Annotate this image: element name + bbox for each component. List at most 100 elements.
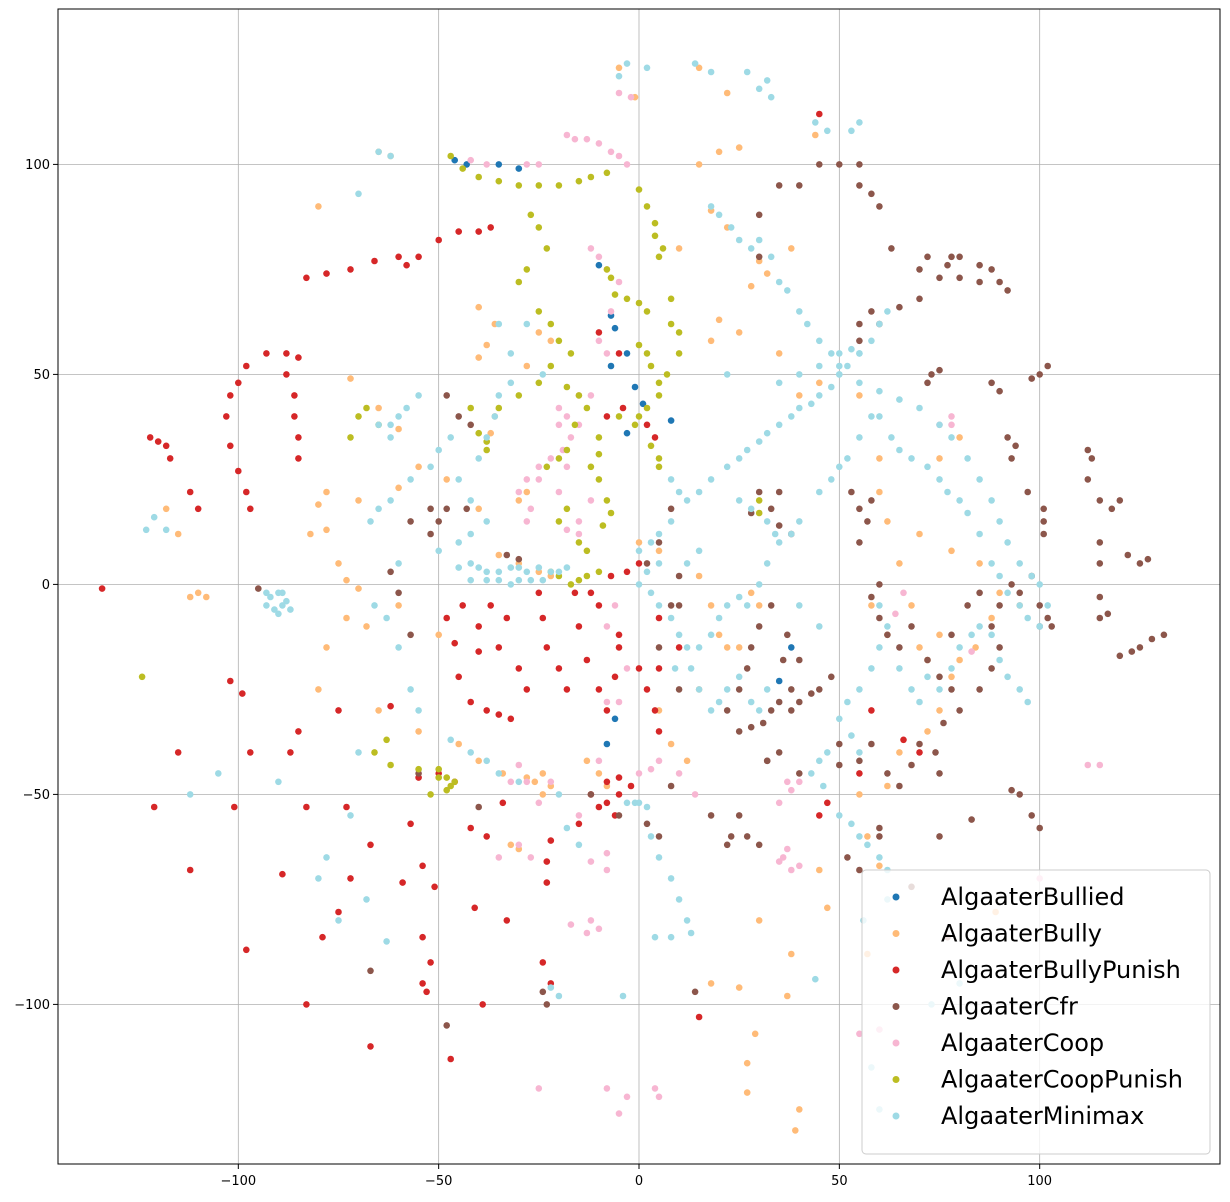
data-point	[775, 698, 783, 706]
data-point	[527, 854, 535, 861]
data-point	[856, 505, 863, 513]
data-point	[735, 728, 743, 735]
data-point	[836, 812, 843, 819]
data-point	[575, 530, 583, 538]
data-point	[463, 161, 471, 168]
data-point	[856, 350, 863, 357]
data-point	[908, 455, 915, 462]
data-point	[788, 786, 795, 794]
data-point	[547, 778, 555, 786]
data-point	[475, 455, 483, 462]
x-tick-label: 50	[831, 1174, 848, 1189]
data-point	[595, 261, 603, 269]
data-point	[763, 757, 771, 765]
data-point	[888, 245, 895, 252]
data-point	[707, 707, 715, 714]
data-point	[335, 707, 342, 714]
data-point	[535, 476, 543, 483]
data-point	[675, 350, 683, 357]
data-point	[507, 841, 515, 849]
data-point	[243, 362, 250, 370]
data-point	[896, 782, 903, 790]
data-point	[775, 522, 783, 529]
data-point	[315, 686, 322, 693]
data-point	[343, 614, 350, 622]
data-point	[755, 497, 763, 504]
data-point	[1144, 555, 1152, 563]
data-point	[595, 140, 603, 147]
data-point	[876, 488, 883, 496]
data-point	[667, 518, 675, 525]
data-point	[763, 518, 771, 525]
data-point	[856, 392, 863, 399]
data-point	[788, 644, 795, 651]
legend-marker	[892, 1112, 900, 1120]
data-point	[491, 413, 499, 420]
data-point	[643, 308, 651, 315]
data-point	[315, 203, 322, 210]
data-point	[1160, 631, 1168, 639]
data-point	[447, 1055, 455, 1063]
data-point	[154, 438, 162, 445]
data-point	[343, 803, 350, 811]
data-point	[848, 127, 855, 135]
data-point	[563, 505, 571, 513]
data-point	[487, 602, 495, 609]
data-point	[575, 392, 583, 399]
data-point	[367, 841, 374, 849]
data-point	[427, 959, 434, 966]
data-point	[635, 413, 643, 420]
data-point	[447, 736, 455, 744]
data-point	[675, 329, 683, 336]
data-point	[856, 791, 863, 798]
data-point	[375, 707, 382, 714]
data-point	[856, 866, 863, 874]
data-point	[876, 581, 883, 588]
data-point	[856, 434, 863, 441]
data-point	[395, 413, 402, 420]
data-point	[755, 438, 763, 445]
data-point	[583, 572, 591, 580]
data-point	[667, 476, 675, 483]
data-point	[812, 975, 819, 983]
data-point	[427, 791, 434, 798]
data-point	[479, 1001, 487, 1008]
data-point	[483, 576, 491, 584]
data-point	[775, 278, 783, 286]
data-point	[367, 1043, 374, 1050]
data-point	[735, 497, 743, 504]
data-point	[1028, 812, 1035, 819]
data-point	[483, 341, 491, 349]
data-point	[1028, 572, 1035, 580]
data-point	[575, 812, 583, 819]
data-point	[194, 589, 202, 597]
data-point	[755, 211, 763, 219]
data-point	[291, 413, 298, 420]
data-point	[595, 476, 603, 483]
data-point	[443, 476, 451, 483]
data-point	[503, 614, 511, 622]
data-point	[495, 320, 503, 328]
data-point	[723, 841, 731, 849]
data-point	[816, 866, 823, 874]
data-point	[788, 707, 795, 714]
data-point	[804, 320, 811, 328]
data-point	[667, 782, 675, 790]
data-point	[343, 576, 350, 584]
data-point	[415, 253, 422, 261]
data-point	[495, 404, 503, 412]
x-tick-label: −100	[220, 1174, 256, 1189]
data-point	[619, 404, 627, 412]
data-point	[295, 354, 302, 361]
data-point	[1084, 761, 1092, 769]
data-point	[347, 266, 354, 273]
data-point	[603, 778, 611, 786]
data-point	[948, 665, 955, 672]
data-point	[647, 765, 655, 773]
data-point	[936, 455, 943, 462]
data-point	[495, 644, 503, 651]
data-point	[948, 421, 955, 429]
data-point	[1044, 602, 1051, 609]
data-point	[443, 505, 451, 513]
data-point	[775, 421, 783, 429]
